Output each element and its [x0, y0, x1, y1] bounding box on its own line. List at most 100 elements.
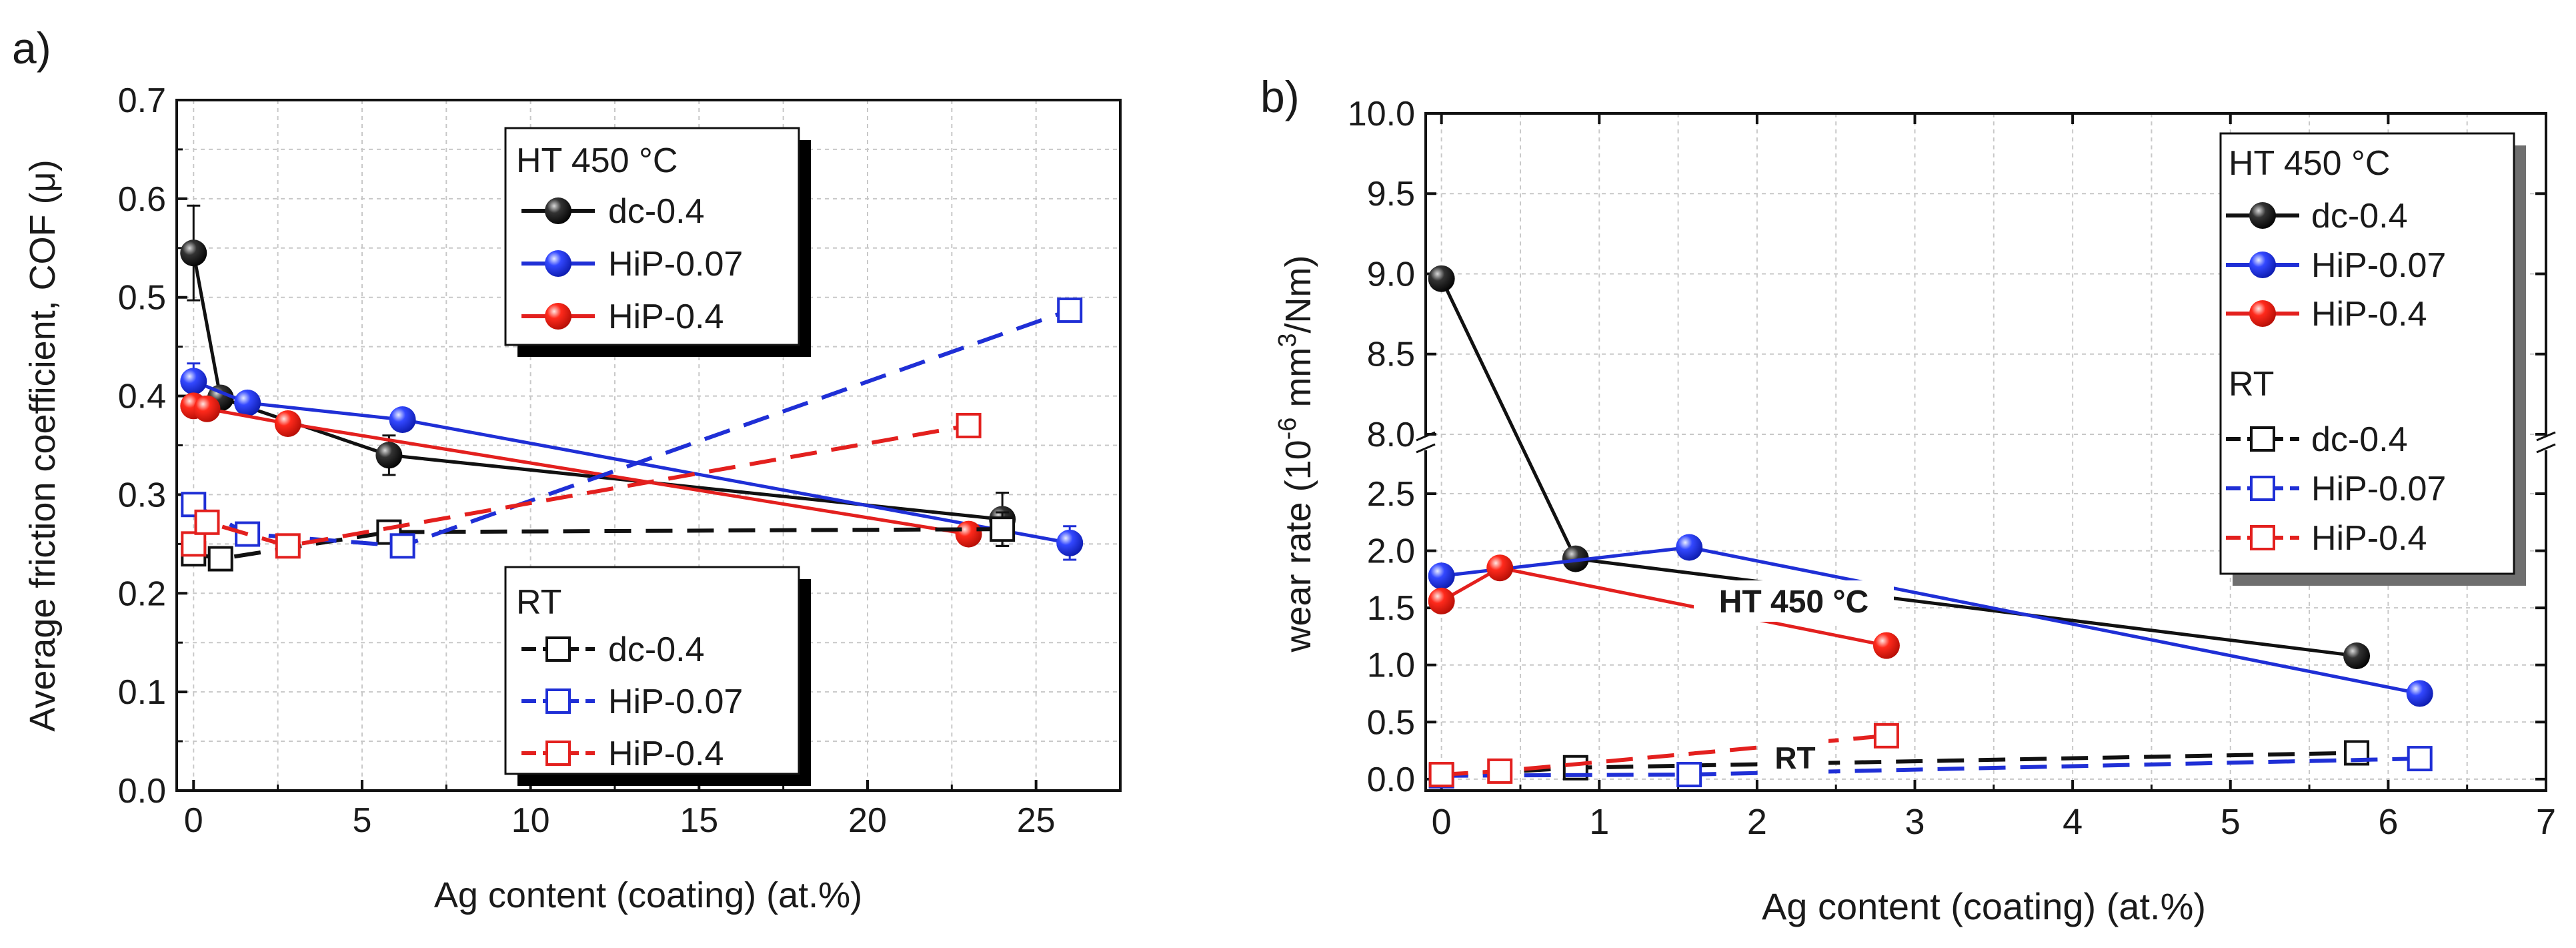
- series-rt-HiP-0.4: [1428, 723, 1899, 788]
- x-tick-label: 2: [1747, 802, 1767, 842]
- legend-b-entries: dc-0.4 HiP-0.07 HiP-0.4 dc-0.4 HiP-0.07 HiP-0…: [2226, 197, 2446, 558]
- data-point: [1872, 632, 1900, 659]
- legend-marker: [2250, 525, 2275, 550]
- data-point: [181, 531, 207, 557]
- x-tick-label: 6: [2378, 802, 2398, 842]
- series-line: [193, 404, 969, 536]
- y-tick-label: 2.5: [1367, 475, 1415, 514]
- y-tick-label: 2.0: [1367, 532, 1415, 571]
- data-point: [1676, 534, 1703, 561]
- legend-label: HiP-0.4: [608, 735, 724, 773]
- data-point: [1428, 762, 1454, 788]
- data-point: [955, 520, 982, 548]
- x-tick-label: 15: [680, 801, 718, 840]
- data-point: [274, 410, 301, 437]
- data-point: [1486, 554, 1514, 582]
- x-tick-label: 25: [1017, 801, 1056, 840]
- legend-marker: [545, 741, 571, 766]
- y-tick-label: 10.0: [1348, 95, 1415, 133]
- y-tick-label: 8.0: [1367, 416, 1415, 454]
- legend-label: HiP-0.4: [2311, 519, 2427, 558]
- panel-a-legend-ht: HT 450 °C dc-0.4 HiP-0.07 HiP-0.4: [504, 127, 811, 357]
- data-point: [194, 509, 220, 535]
- legend-marker: [545, 636, 571, 662]
- y-tick-label: 9.5: [1367, 175, 1415, 213]
- data-point: [1873, 723, 1899, 749]
- series-ht450c-HiP-0.4: [180, 392, 982, 548]
- data-point: [1057, 297, 1083, 323]
- y-tick-label: 0.5: [118, 279, 166, 318]
- legend-b-ht-title: HT 450 °C: [2229, 144, 2390, 183]
- panel-b-y-axis-title: wear rate (10-6 mm3/Nm): [1274, 255, 1318, 652]
- x-tick-label: 5: [2221, 802, 2241, 842]
- legend-label: dc-0.4: [2311, 197, 2408, 235]
- data-point: [389, 406, 416, 434]
- legend-ht-entries: dc-0.4 HiP-0.07 HiP-0.4: [521, 192, 743, 336]
- data-point: [180, 240, 207, 267]
- legend-label: HiP-0.07: [2311, 246, 2446, 285]
- panel-a-y-axis: 0.0 0.1 0.2 0.3 0.4 0.5 0.6 0.7: [118, 81, 187, 811]
- legend-marker: [545, 250, 571, 277]
- y-tick-label: 0.5: [1367, 703, 1415, 742]
- legend-marker: [2250, 426, 2275, 452]
- x-tick-label: 5: [352, 801, 371, 840]
- data-point: [193, 395, 221, 422]
- svg-text:HT 450 °C: HT 450 °C: [1719, 584, 1869, 620]
- y-tick-label: 0.7: [118, 81, 166, 120]
- y-tick-label: 0.2: [118, 574, 166, 613]
- data-point: [1676, 762, 1702, 788]
- panel-a: a) 0.0 0.1 0.2 0.3 0.4 0.5 0.6 0.7 0 5 10 15 20 25 A…: [12, 23, 1122, 915]
- panel-b-axis-break: [1416, 431, 2556, 454]
- legend-marker: [545, 688, 571, 714]
- series-ht450c-HiP-0.07: [180, 362, 1084, 561]
- data-point: [1487, 758, 1513, 784]
- y-tick-label: 9.0: [1367, 255, 1415, 294]
- y-tick-label: 0.6: [118, 180, 166, 219]
- y-tick-label: 0.4: [118, 378, 166, 416]
- data-point: [990, 516, 1016, 542]
- legend-label: HiP-0.4: [2311, 295, 2427, 334]
- legend-rt-entries: dc-0.4 HiP-0.07 HiP-0.4: [521, 630, 743, 773]
- y-tick-label: 0.0: [1367, 761, 1415, 799]
- panel-b-label: b): [1260, 72, 1300, 121]
- series-line: [1440, 278, 2357, 658]
- legend-ht-title: HT 450 °C: [516, 141, 678, 180]
- legend-label: dc-0.4: [608, 630, 705, 669]
- panel-b: b) 0.0 0.5 1.0 1.5 2.0 2.5 8.0 8.5 9.0 9.5 10.0 0 1…: [1260, 72, 2556, 927]
- x-tick-label: 4: [2063, 802, 2083, 842]
- legend-marker: [2249, 300, 2276, 327]
- legend-marker: [545, 197, 571, 224]
- x-tick-label: 10: [511, 801, 550, 840]
- panel-a-label: a): [12, 23, 51, 73]
- legend-label: HiP-0.4: [608, 298, 724, 336]
- data-point: [180, 368, 207, 395]
- legend-marker: [2250, 476, 2275, 501]
- data-point: [1428, 587, 1455, 614]
- panel-a-x-axis-title: Ag content (coating) (at.%): [434, 875, 862, 915]
- data-point: [956, 412, 982, 438]
- legend-rt-title: RT: [516, 583, 561, 622]
- x-tick-label: 7: [2536, 802, 2556, 842]
- legend-label: HiP-0.07: [608, 245, 743, 284]
- legend-b-rt-title: RT: [2229, 365, 2274, 404]
- data-point: [207, 546, 233, 572]
- panel-a-series: [180, 204, 1084, 572]
- data-point: [275, 533, 301, 559]
- data-point: [389, 533, 415, 559]
- svg-text:RT: RT: [1774, 741, 1815, 775]
- y-tick-label: 1.5: [1367, 589, 1415, 628]
- legend-label: dc-0.4: [608, 192, 705, 231]
- data-point: [1428, 265, 1455, 292]
- annotation-ht: HT 450 °C: [1694, 580, 1894, 622]
- data-point: [375, 442, 403, 469]
- series-ht450c-HiP-0.07: [1428, 534, 2433, 707]
- y-tick-label: 8.5: [1367, 336, 1415, 374]
- y-tick-label: 0.3: [118, 476, 166, 514]
- legend-marker: [2249, 202, 2276, 229]
- annotation-rt: RT: [1762, 739, 1828, 776]
- panel-a-y-axis-title: Average friction coefficient, COF (μ): [23, 159, 63, 731]
- legend-label: dc-0.4: [2311, 420, 2408, 459]
- data-point: [1428, 562, 1455, 590]
- data-point: [234, 389, 261, 416]
